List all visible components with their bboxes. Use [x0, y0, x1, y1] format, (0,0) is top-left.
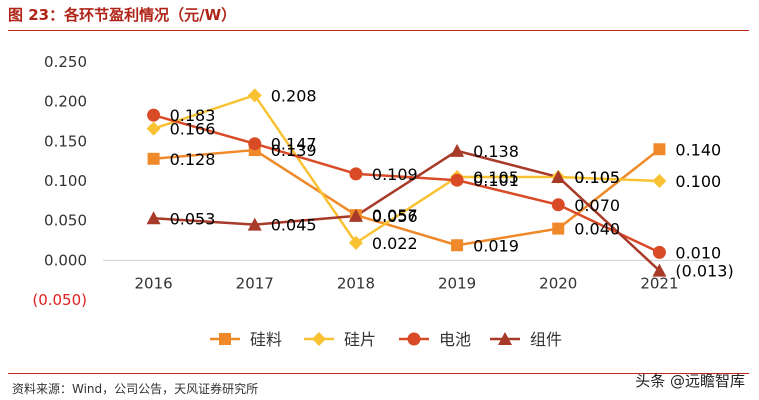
- data-point: [146, 121, 161, 136]
- data-label: 0.105: [574, 168, 620, 187]
- data-point: [349, 167, 363, 181]
- data-point: [146, 211, 161, 225]
- data-label: 0.101: [473, 171, 519, 190]
- data-label: 0.022: [372, 234, 418, 253]
- x-tick-label: 2016: [134, 274, 172, 292]
- data-point: [450, 143, 465, 157]
- data-point: [147, 152, 160, 165]
- legend-marker: [498, 332, 512, 345]
- data-point: [652, 174, 667, 188]
- series-line: [153, 148, 661, 247]
- chart-title: 图 23：各环节盈利情况（元/W）: [8, 6, 237, 24]
- y-tick-label: 0.200: [44, 93, 87, 111]
- data-point: [653, 143, 666, 156]
- y-tick-label: 0.050: [44, 212, 87, 230]
- legend-label: 硅片: [344, 330, 376, 349]
- data-point: [652, 263, 667, 277]
- data-label: 0.140: [675, 140, 721, 159]
- data-label: 0.128: [170, 150, 216, 169]
- data-label: 0.109: [372, 165, 418, 184]
- data-label: 0.019: [473, 236, 519, 255]
- data-point: [551, 170, 566, 184]
- source-note: 资料来源：Wind，公司公告，天风证券研究所: [12, 382, 259, 396]
- data-point: [652, 245, 666, 259]
- x-tick-label: 2021: [640, 274, 678, 292]
- data-label: 0.105: [473, 168, 519, 187]
- data-label: 0.166: [170, 120, 216, 139]
- data-label: (0.013): [675, 262, 733, 281]
- y-tick-label: 0.000: [44, 251, 87, 269]
- legend-marker: [407, 332, 421, 346]
- data-label: 0.040: [574, 220, 620, 239]
- series-line: [153, 113, 660, 254]
- data-label: 0.183: [170, 106, 216, 125]
- data-label: 0.070: [574, 196, 620, 215]
- data-point: [348, 208, 363, 222]
- data-point: [552, 222, 565, 235]
- legend-marker: [219, 333, 231, 345]
- y-tick-label: 0.250: [44, 53, 87, 71]
- watermark: 头条 @远瞻智库: [635, 372, 745, 390]
- data-label: 0.053: [170, 209, 216, 228]
- data-point: [247, 88, 262, 103]
- legend-label: 组件: [530, 330, 562, 349]
- data-label: 0.139: [271, 141, 317, 160]
- data-point: [451, 239, 464, 252]
- series-line: [153, 94, 660, 245]
- y-tick-label: 0.150: [44, 132, 87, 150]
- data-point: [247, 217, 262, 231]
- data-point: [551, 198, 565, 212]
- data-label: 0.208: [271, 86, 317, 105]
- y-tick-label: 0.100: [44, 172, 87, 190]
- footer-divider: [8, 373, 749, 374]
- data-label: 0.105: [574, 168, 620, 187]
- series-line: [153, 149, 661, 272]
- data-label: 0.056: [372, 207, 418, 226]
- title-divider: [8, 30, 749, 31]
- legend-marker: [312, 332, 326, 346]
- data-label: 0.100: [675, 172, 721, 191]
- legend-label: 硅料: [250, 330, 282, 349]
- data-label: 0.147: [271, 135, 317, 154]
- data-point: [248, 137, 262, 151]
- y-tick-label: (0.050): [32, 291, 87, 309]
- legend-label: 电池: [439, 330, 471, 349]
- x-tick-label: 2019: [438, 274, 476, 292]
- data-label: 0.057: [372, 206, 418, 225]
- data-label: 0.045: [271, 216, 317, 235]
- data-label: 0.010: [675, 243, 721, 262]
- x-tick-label: 2020: [539, 274, 577, 292]
- x-tick-label: 2018: [337, 274, 375, 292]
- data-point: [147, 108, 161, 122]
- data-point: [450, 173, 464, 187]
- data-point: [348, 235, 363, 250]
- x-tick-label: 2017: [236, 274, 274, 292]
- data-label: 0.138: [473, 142, 519, 161]
